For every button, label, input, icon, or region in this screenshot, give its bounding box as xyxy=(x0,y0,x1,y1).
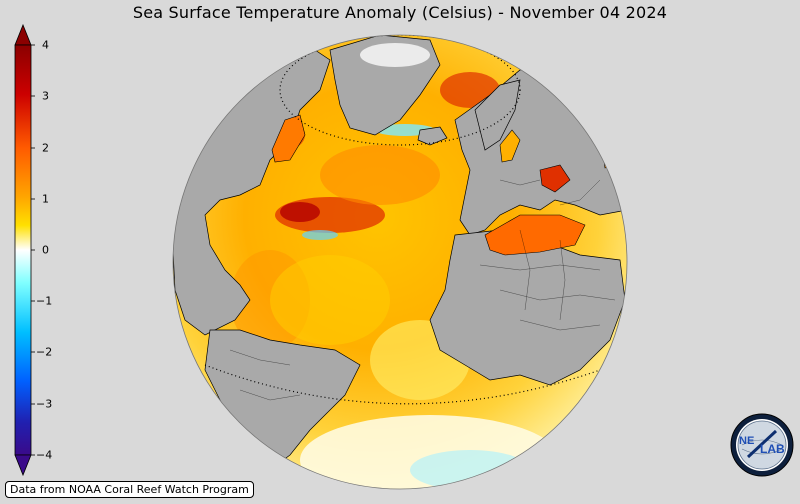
logo-text-left: NE xyxy=(739,435,754,447)
colorbar-graphic xyxy=(14,23,35,477)
black-sea xyxy=(539,164,571,193)
hudson-bay xyxy=(271,114,306,163)
colorbar-tick: −3 xyxy=(36,397,53,411)
colorbar-tick: 1 xyxy=(42,192,49,206)
land-iceland xyxy=(417,126,448,146)
colorbar-tick: 3 xyxy=(42,89,49,103)
globe-outline xyxy=(172,34,628,490)
baltic-sea xyxy=(499,129,521,163)
nexlab-logo: NE LAB xyxy=(730,413,794,477)
colorbar-tick: 2 xyxy=(42,141,49,155)
data-source-credit: Data from NOAA Coral Reef Watch Program xyxy=(5,481,254,498)
colorbar-tick: −2 xyxy=(36,345,53,359)
colorbar-tick: 4 xyxy=(42,38,49,52)
colorbar-tick: −1 xyxy=(36,294,53,308)
colorbar-min-arrow xyxy=(14,454,32,477)
colorbar-tick: −4 xyxy=(36,448,53,462)
land-africa xyxy=(429,229,626,386)
land-scandinavia xyxy=(474,79,521,151)
colorbar: 4 3 2 1 0 −1 −2 −3 −4 xyxy=(0,0,80,500)
map-title: Sea Surface Temperature Anomaly (Celsius… xyxy=(132,3,668,22)
colorbar-tick: 0 xyxy=(42,243,49,257)
mediterranean-sea xyxy=(484,214,586,256)
arctic-circle-line xyxy=(279,35,521,146)
logo-text-right: LAB xyxy=(760,442,785,456)
